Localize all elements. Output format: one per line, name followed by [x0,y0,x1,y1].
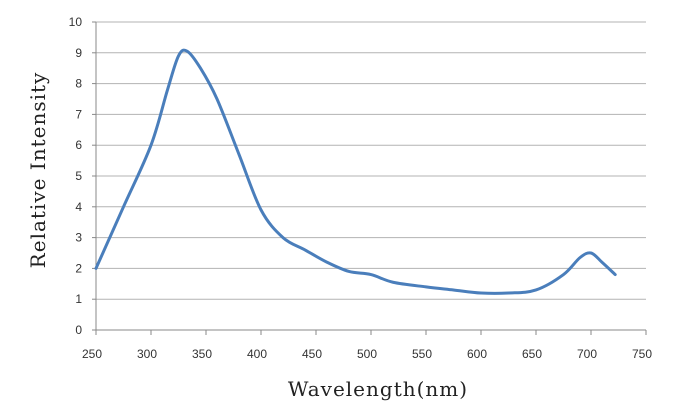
y-tick-label-8: 8 [75,77,82,91]
x-tick-label-650: 650 [522,347,542,361]
series-layer [94,48,617,295]
y-tick-label-3: 3 [75,231,82,245]
x-tick-label-450: 450 [302,347,322,361]
x-axis-tick-labels: 250 300 350 400 450 500 550 600 650 700 750 [82,347,652,361]
x-tick-label-550: 550 [412,347,432,361]
y-tick-label-5: 5 [75,169,82,183]
y-tick-label-10: 10 [69,15,83,29]
horizontal-gridlines [96,21,646,300]
x-tick-label-300: 300 [137,347,157,361]
y-tick-label-7: 7 [75,107,82,121]
y-tick-label-1: 1 [75,292,82,306]
y-tick-label-6: 6 [75,138,82,152]
y-tick-label-9: 9 [75,46,82,60]
series-line-0 [94,48,617,295]
y-tick-label-4: 4 [75,200,82,214]
x-tick-label-600: 600 [467,347,487,361]
x-tick-label-700: 700 [577,347,597,361]
y-tick-label-0: 0 [75,323,82,337]
x-tick-label-250: 250 [82,347,102,361]
y-tick-label-2: 2 [75,261,82,275]
x-tick-label-350: 350 [192,347,212,361]
y-axis-tick-labels: 0 1 2 3 4 5 6 7 8 9 10 [69,15,83,337]
x-tick-label-400: 400 [247,347,267,361]
x-tick-label-500: 500 [357,347,377,361]
axes [92,21,647,335]
x-tick-label-750: 750 [632,347,652,361]
x-axis-label: Wavelength(nm) [288,377,468,401]
y-axis-label: Relative Intensity [26,72,50,269]
